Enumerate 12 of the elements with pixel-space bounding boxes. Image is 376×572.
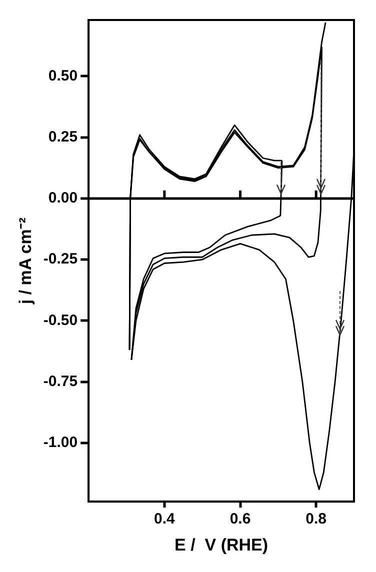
y-tick-label: 0.25	[48, 128, 78, 146]
x-axis-title: E / V (RHE)	[174, 535, 268, 554]
y-tick-label: 0.50	[48, 67, 78, 84]
y-tick-label: -0.25	[43, 250, 78, 268]
y-tick-label: -0.75	[43, 372, 78, 390]
y-tick-label: -0.50	[43, 312, 78, 329]
x-tick-label: 0.6	[230, 510, 251, 528]
y-axis-title: j / mA cm⁻²	[16, 217, 35, 306]
x-tick-label: 0.4	[154, 510, 176, 528]
y-tick-label: 0.00	[48, 190, 78, 207]
x-tick-label: 0.8	[306, 510, 327, 528]
y-tick-label: -1.00	[43, 434, 78, 452]
